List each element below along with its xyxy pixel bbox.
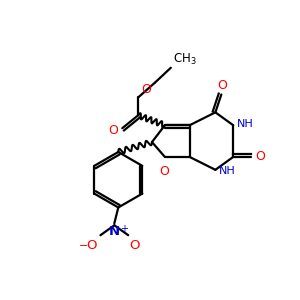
Text: O: O <box>141 82 151 95</box>
Text: O: O <box>129 239 140 252</box>
Text: −: − <box>79 241 88 251</box>
Text: N: N <box>109 225 120 238</box>
Text: O: O <box>108 124 118 137</box>
Text: CH$_3$: CH$_3$ <box>173 52 196 67</box>
Text: O: O <box>218 79 227 92</box>
Text: +: + <box>120 224 128 234</box>
Text: NH: NH <box>219 166 236 176</box>
Text: O: O <box>255 150 265 164</box>
Text: NH: NH <box>237 119 254 129</box>
Text: O: O <box>86 239 97 252</box>
Text: O: O <box>159 165 169 178</box>
